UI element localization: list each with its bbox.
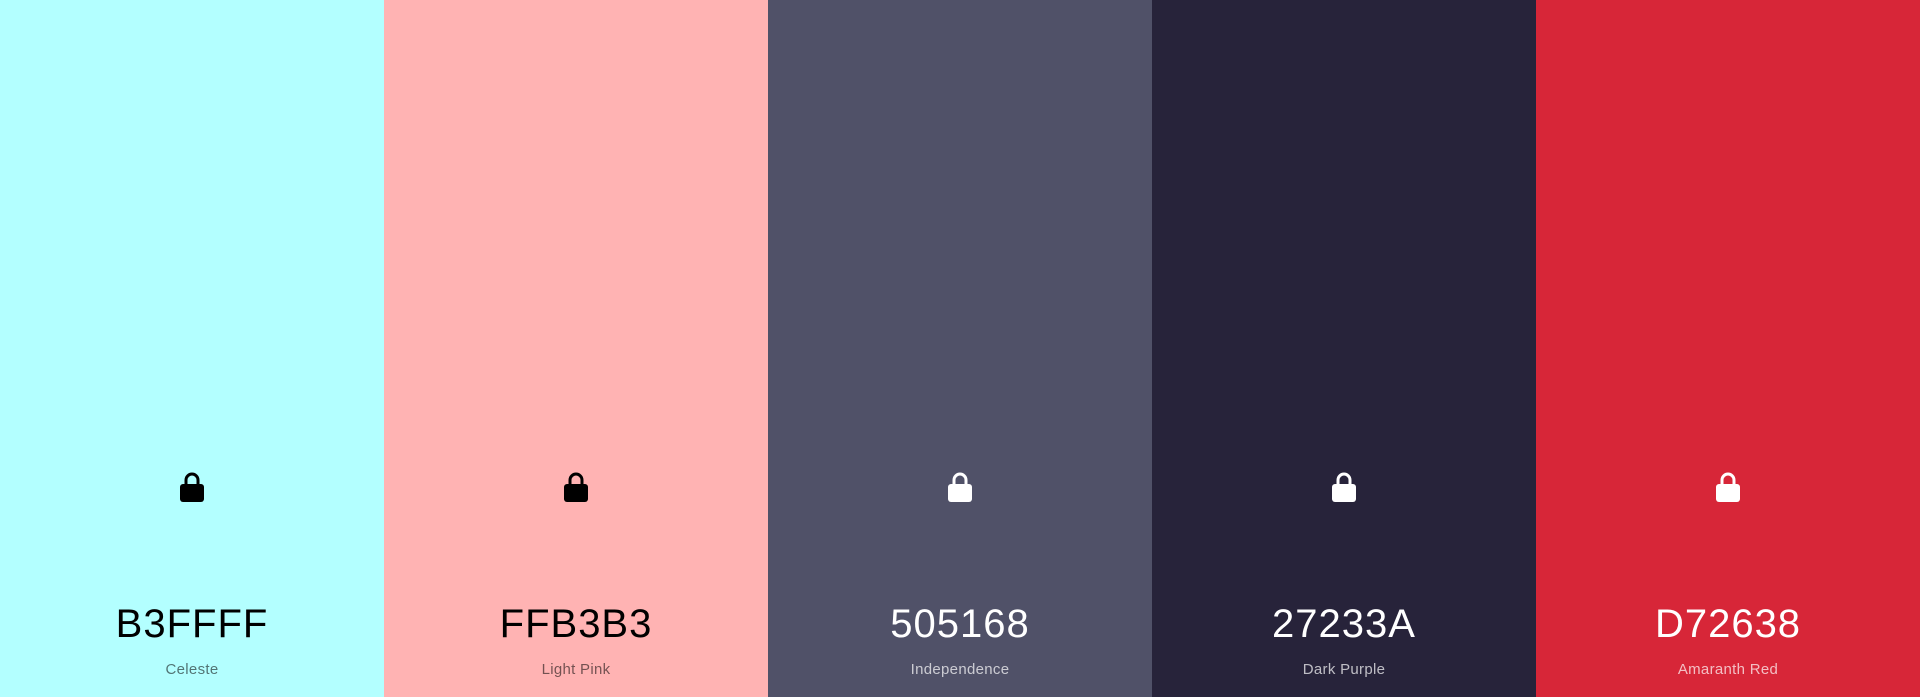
swatch-dark-purple[interactable]: 27233A Dark Purple [1152,0,1536,697]
lock-icon[interactable] [562,471,590,503]
color-name: Amaranth Red [1536,660,1920,680]
swatch-light-pink[interactable]: FFB3B3 Light Pink [384,0,768,697]
swatch-amaranth-red[interactable]: D72638 Amaranth Red [1536,0,1920,697]
hex-code[interactable]: FFB3B3 [384,600,768,648]
lock-icon[interactable] [178,471,206,503]
hex-code[interactable]: B3FFFF [0,600,384,648]
color-name: Independence [768,660,1152,680]
hex-code[interactable]: D72638 [1536,600,1920,648]
lock-icon[interactable] [1330,471,1358,503]
swatch-independence[interactable]: 505168 Independence [768,0,1152,697]
color-name: Celeste [0,660,384,680]
hex-code[interactable]: 505168 [768,600,1152,648]
lock-icon[interactable] [1714,471,1742,503]
lock-icon[interactable] [946,471,974,503]
swatch-celeste[interactable]: B3FFFF Celeste [0,0,384,697]
color-name: Dark Purple [1152,660,1536,680]
color-name: Light Pink [384,660,768,680]
hex-code[interactable]: 27233A [1152,600,1536,648]
